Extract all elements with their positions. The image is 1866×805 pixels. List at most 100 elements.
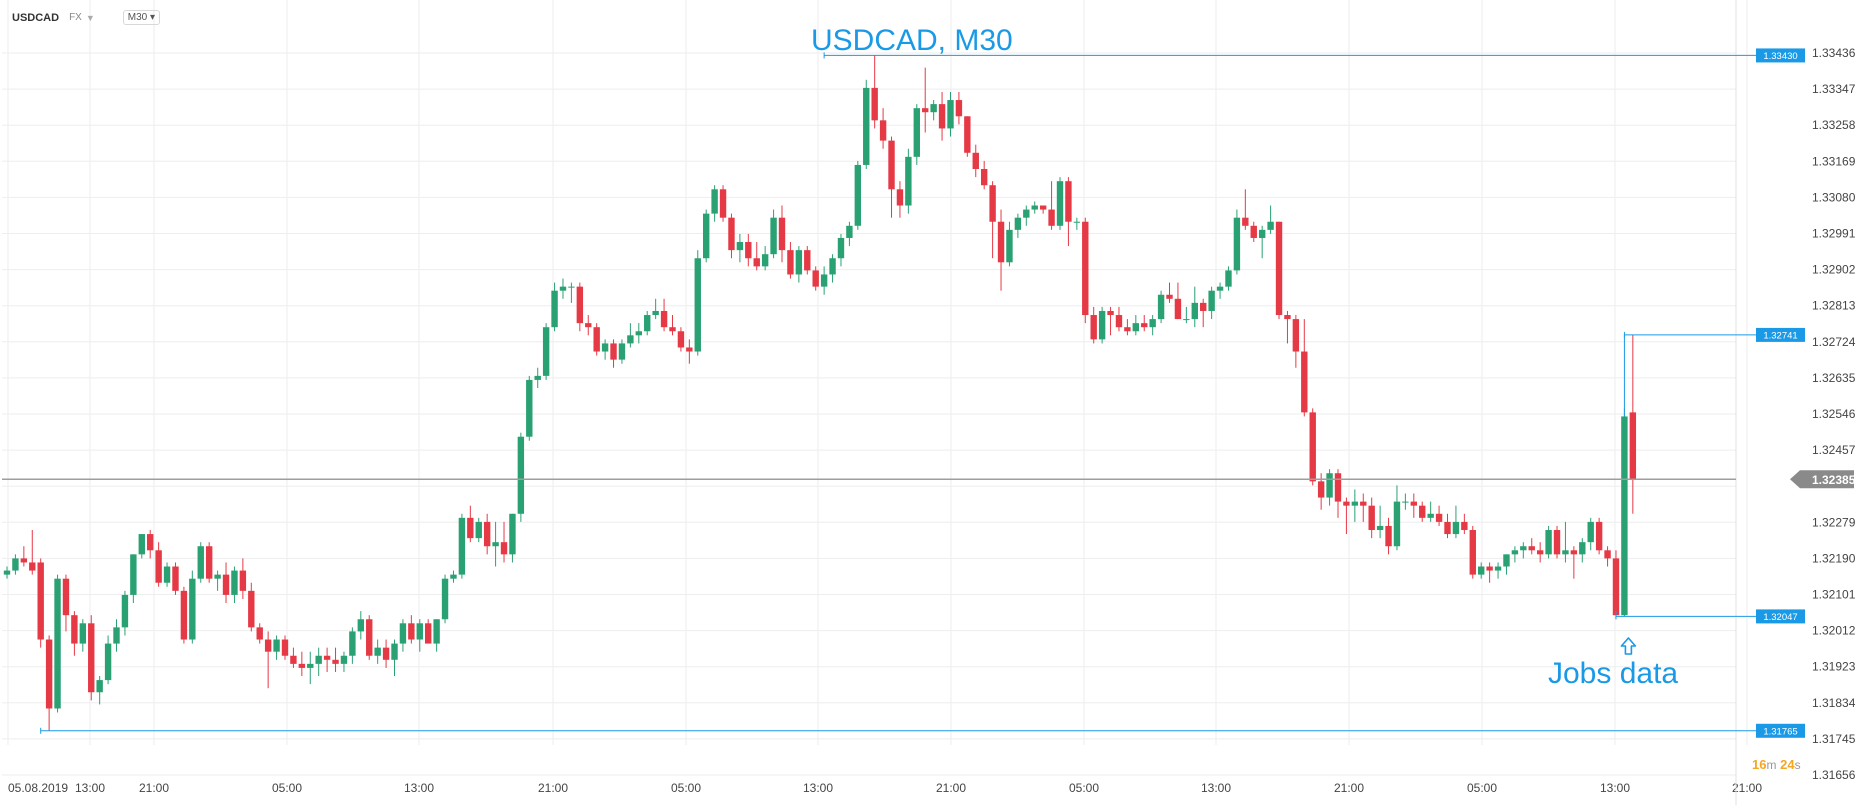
candle-body[interactable] [239,570,247,591]
candle-body[interactable] [1545,530,1552,555]
candle-body[interactable] [652,310,659,316]
candle-body[interactable] [500,542,508,555]
candle-body[interactable] [62,578,70,616]
candle-body[interactable] [517,436,525,514]
candle-body[interactable] [1553,530,1561,555]
candle-body[interactable] [1309,412,1316,482]
candle-body[interactable] [214,574,221,579]
candle-body[interactable] [155,550,162,583]
candle-body[interactable] [408,623,415,640]
candle-body[interactable] [526,379,533,437]
candle-body[interactable] [837,237,845,259]
candle-body[interactable] [702,213,710,259]
candle-body[interactable] [660,310,668,328]
candle-body[interactable] [871,87,878,121]
candle-body[interactable] [138,534,145,555]
candle-body[interactable] [644,315,651,332]
candle-body[interactable] [896,189,904,206]
candle-body[interactable] [829,258,836,275]
candle-body[interactable] [1216,286,1224,291]
candle-body[interactable] [947,100,954,129]
candle-body[interactable] [1141,323,1148,328]
candle-body[interactable] [728,217,735,251]
candle-body[interactable] [1317,481,1325,498]
candle-body[interactable] [1579,542,1586,555]
candle-body[interactable] [189,578,196,640]
price-marker-badge[interactable] [1756,723,1805,738]
candle-body[interactable] [787,250,794,275]
candle-body[interactable] [163,566,171,583]
candle-body[interactable] [1082,221,1089,316]
candle-body[interactable] [1124,327,1131,332]
candle-body[interactable] [1536,550,1544,555]
candle-body[interactable] [1275,221,1283,316]
candle-body[interactable] [1090,315,1097,340]
candle-body[interactable] [930,104,937,113]
candle-body[interactable] [736,242,744,251]
candle-body[interactable] [1486,566,1493,571]
candle-body[interactable] [1410,501,1418,506]
candle-body[interactable] [273,639,280,652]
candle-body[interactable] [1427,513,1434,518]
candle-body[interactable] [922,108,929,113]
candle-body[interactable] [45,639,53,709]
candle-body[interactable] [1200,302,1207,311]
candle-body[interactable] [29,562,36,571]
candle-body[interactable] [1595,521,1603,551]
candle-body[interactable] [1343,501,1350,506]
candle-body[interactable] [989,185,996,222]
candle-body[interactable] [357,619,365,632]
candle-body[interactable] [1587,521,1594,543]
candle-body[interactable] [307,663,314,668]
candle-body[interactable] [222,574,230,595]
candle-body[interactable] [618,343,626,360]
candle-body[interactable] [964,116,971,153]
candle-body[interactable] [391,643,398,660]
candle-body[interactable] [593,327,600,352]
candle-body[interactable] [1039,205,1047,210]
candle-body[interactable] [980,169,988,186]
candle-body[interactable] [1048,209,1055,226]
candle-body[interactable] [1629,412,1637,480]
candle-body[interactable] [1157,294,1165,320]
candle-body[interactable] [585,323,592,328]
candle-body[interactable] [248,590,255,628]
candle-body[interactable] [542,327,550,376]
candle-body[interactable] [1208,290,1215,311]
candle-body[interactable] [1351,501,1359,506]
candle-body[interactable] [1528,546,1535,551]
candle-body[interactable] [433,619,440,644]
candle-body[interactable] [1570,550,1578,555]
candle-body[interactable] [905,156,912,206]
candle-body[interactable] [425,623,432,644]
candle-body[interactable] [1183,319,1190,321]
timeframe-select[interactable]: M30 ▾ [122,10,161,25]
candle-body[interactable] [3,570,11,575]
candle-body[interactable] [820,274,828,287]
candle-body[interactable] [475,521,482,539]
candle-body[interactable] [1166,294,1173,299]
candle-body[interactable] [1065,181,1072,222]
candle-body[interactable] [1326,473,1333,498]
candle-body[interactable] [795,250,803,275]
candle-body[interactable] [1073,221,1081,223]
candle-body[interactable] [290,655,297,664]
candle-body[interactable] [450,574,457,579]
candle-body[interactable] [1098,310,1106,340]
candle-body[interactable] [1174,298,1182,320]
candle-body[interactable] [1014,217,1022,230]
symbol-label[interactable]: USDCAD [12,11,60,24]
candle-body[interactable] [1149,319,1156,328]
candle-body[interactable] [601,343,609,352]
candle-body[interactable] [256,627,263,640]
candle-body[interactable] [366,619,373,656]
candle-body[interactable] [719,189,727,218]
candle-body[interactable] [610,343,617,360]
candle-body[interactable] [1494,566,1502,571]
candle-body[interactable] [1435,513,1443,522]
candle-body[interactable] [913,108,920,157]
candle-body[interactable] [1056,181,1064,226]
candle-body[interactable] [298,663,306,668]
candle-body[interactable] [576,286,584,324]
